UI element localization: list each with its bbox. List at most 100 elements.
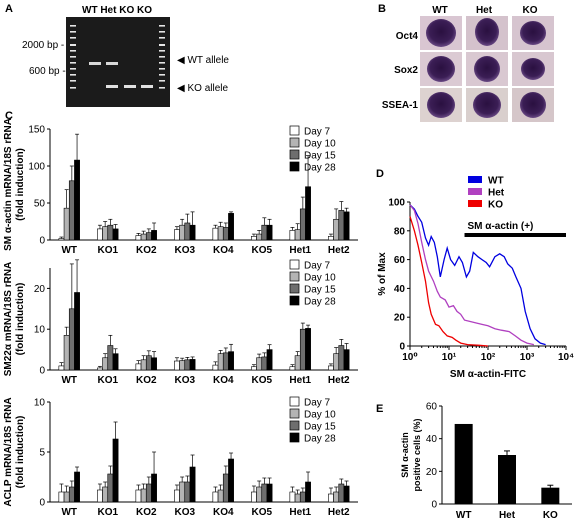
marker-600bp: 600 bp -	[29, 66, 66, 77]
bar	[289, 366, 296, 371]
category-label: KO2	[136, 245, 157, 256]
bar	[179, 224, 186, 241]
wt-allele-label: WT allele	[187, 55, 229, 66]
legend-label: Day 15	[304, 285, 336, 296]
arrowhead-left-icon: ◀	[177, 83, 185, 94]
y-axis-label: SM22α mRNA/18S rRNA	[3, 262, 14, 377]
col-header-wt: WT	[432, 5, 448, 16]
legend-label: Day 28	[304, 297, 336, 308]
y-axis-label: (fold induction)	[15, 416, 26, 489]
bar	[107, 345, 114, 371]
bar	[343, 211, 350, 241]
legend-label: KO	[488, 200, 503, 211]
gel-image	[66, 17, 170, 107]
legend-swatch	[289, 137, 300, 148]
wt-allele-annotation: ◀ WT allele	[177, 55, 229, 66]
legend-label: Day 10	[304, 273, 336, 284]
bar	[251, 366, 257, 371]
y-tick-label: 10	[34, 325, 46, 336]
legend-swatch	[468, 176, 482, 183]
bar	[151, 357, 157, 371]
bar	[151, 473, 157, 503]
bar	[74, 159, 80, 241]
bar	[328, 365, 334, 371]
x-tick-label: 10²	[481, 352, 496, 363]
y-tick-label: 50	[34, 199, 46, 210]
category-label: KO4	[213, 507, 234, 518]
bar	[299, 491, 306, 503]
bar	[212, 364, 219, 371]
category-label: WT	[61, 375, 77, 386]
y-tick-label: 100	[388, 198, 405, 209]
bar	[74, 292, 80, 371]
histogram-line	[409, 204, 535, 346]
legend-label: Day 7	[304, 261, 331, 272]
category-label: KO	[543, 510, 558, 521]
gel-lanes-header: WT Het KO KO	[82, 5, 152, 16]
y-tick-label: 0	[39, 366, 45, 377]
histogram-line	[409, 204, 546, 346]
legend-swatch	[468, 188, 482, 195]
bar	[179, 481, 186, 503]
bar	[174, 229, 180, 241]
category-label: KO3	[174, 507, 195, 518]
category-label: KO1	[97, 375, 118, 386]
ko-allele-annotation: ◀ KO allele	[177, 83, 228, 94]
bar	[63, 335, 70, 371]
bar	[102, 226, 109, 241]
bar	[74, 471, 80, 503]
bar	[184, 481, 191, 503]
bar	[289, 491, 296, 503]
y-axis-label: (fold induction)	[15, 148, 26, 221]
y-tick-label: 0	[431, 500, 437, 511]
legend-swatch	[289, 161, 300, 172]
bar	[294, 355, 301, 371]
y-tick-label: 5	[39, 448, 45, 459]
bar	[333, 353, 340, 371]
bar	[179, 360, 186, 371]
panel-b-label: B	[378, 3, 386, 15]
bar	[228, 351, 234, 371]
stem-cell-staining-grid	[420, 16, 554, 122]
category-label: KO5	[251, 507, 272, 518]
bar	[256, 357, 263, 371]
bar	[140, 488, 147, 503]
bar	[251, 236, 257, 241]
bar	[222, 473, 229, 503]
bar	[256, 486, 263, 503]
legend-swatch	[289, 295, 300, 306]
legend-label: Day 28	[304, 163, 336, 174]
category-label: Het2	[328, 507, 350, 518]
bar	[112, 228, 119, 241]
bar	[112, 438, 119, 503]
col-header-ko: KO	[522, 5, 538, 16]
row-label-ssea1: SSEA-1	[381, 100, 418, 111]
bar	[217, 353, 224, 371]
legend-label: WT	[488, 176, 504, 187]
bar	[97, 489, 103, 503]
bar	[289, 230, 296, 241]
bar	[140, 359, 147, 371]
x-tick-label: 10⁴	[558, 352, 574, 363]
bar	[58, 238, 65, 241]
legend-swatch	[289, 432, 300, 443]
bar	[266, 483, 273, 503]
panel-a-label: A	[5, 3, 13, 15]
gate-label: SM α-actin (+)	[468, 221, 534, 232]
bar	[68, 308, 75, 371]
chart-aclp: 0 5 10 WT KO1 KO2 KO3 KO4 KO5 Het1 Het2 ACLP mRNA/1…	[3, 396, 358, 518]
legend-swatch	[289, 420, 300, 431]
bar	[107, 473, 114, 503]
x-axis-label: SM α-actin-FITC	[450, 369, 526, 380]
bar	[217, 226, 224, 241]
bar	[174, 489, 180, 503]
panel-c-label: C	[5, 110, 13, 122]
bar	[58, 491, 65, 503]
bar	[151, 230, 157, 241]
category-label: Het2	[328, 245, 350, 256]
bar	[97, 228, 103, 241]
category-label: Het1	[289, 507, 311, 518]
panel-e-label: E	[376, 403, 384, 415]
bar	[222, 352, 229, 371]
legend-swatch	[468, 200, 482, 207]
